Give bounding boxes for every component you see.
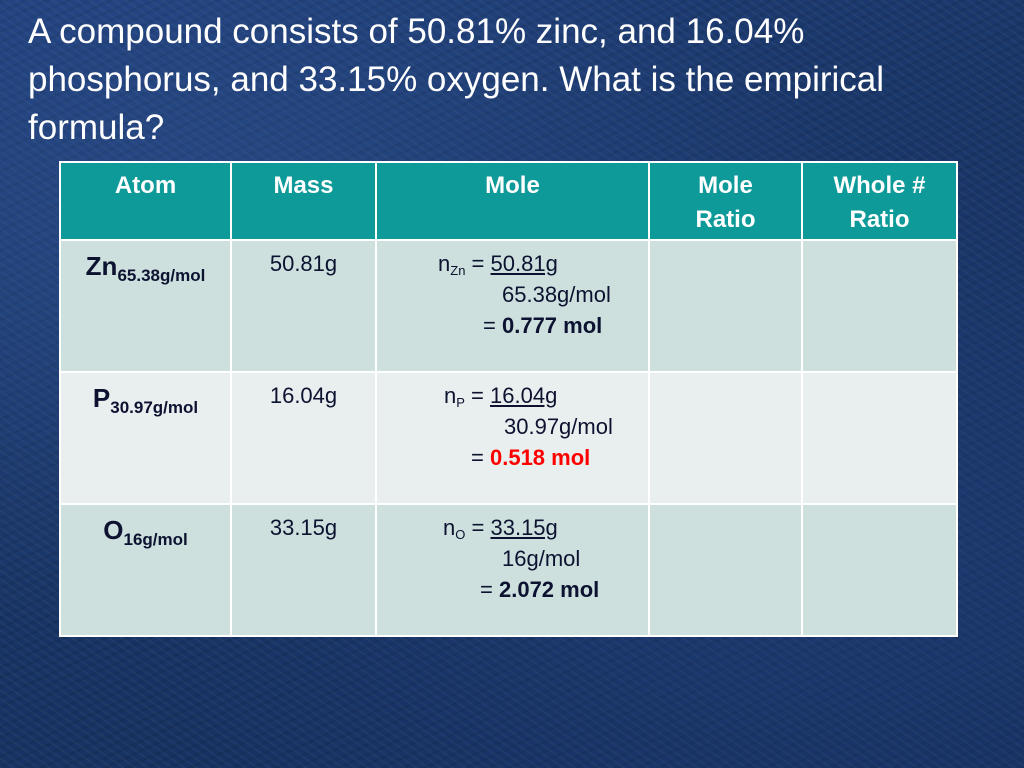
mass-cell: 33.15g [230,503,377,637]
header-mass: Mass [230,161,377,241]
table-row-phosphorus: P30.97g/mol 16.04g nP = 16.04g 30.97g/mo… [59,371,958,505]
mole-ratio-cell [648,239,803,373]
denominator: 65.38g/mol [502,282,611,307]
element-symbol: Zn [85,251,118,281]
atom-cell: Zn65.38g/mol [59,239,232,373]
mole-equation: nZn = 50.81g [438,251,558,278]
slide-title: A compound consists of 50.81% zinc, and … [28,12,885,147]
numerator: 33.15g [490,515,558,540]
header-mole-ratio: Mole Ratio [648,161,803,241]
element-symbol: O [103,515,124,545]
empirical-formula-table: Atom Mass Mole Mole Ratio Whole # Ratio Zn… [59,161,958,637]
numerator: 16.04g [490,383,558,408]
atom-cell: P30.97g/mol [59,371,232,505]
molar-mass: 16g/mol [123,530,188,549]
element-symbol: P [92,383,111,413]
mole-result: = 0.777 mol [483,313,603,338]
mole-result: = 0.518 mol [471,445,591,470]
mole-cell: nP = 16.04g 30.97g/mol = 0.518 mol [375,371,650,505]
atom-cell: O16g/mol [59,503,232,637]
header-mole: Mole [375,161,650,241]
mass-cell: 16.04g [230,371,377,505]
denominator: 16g/mol [502,546,581,571]
mole-cell: nO = 33.15g 16g/mol = 2.072 mol [375,503,650,637]
mole-equation: nP = 16.04g [444,383,558,410]
whole-ratio-cell [801,371,958,505]
header-row: Atom Mass Mole Mole Ratio Whole # Ratio [59,161,958,241]
mole-ratio-cell [648,371,803,505]
mole-equation: nO = 33.15g [443,515,558,542]
header-atom: Atom [59,161,232,241]
highlighted-result: 0.518 mol [489,445,591,470]
whole-ratio-cell [801,239,958,373]
mole-result: = 2.072 mol [480,577,600,602]
whole-ratio-cell [801,503,958,637]
numerator: 50.81g [490,251,558,276]
mole-ratio-cell [648,503,803,637]
denominator: 30.97g/mol [504,414,613,439]
molar-mass: 30.97g/mol [110,398,199,417]
mass-cell: 50.81g [230,239,377,373]
table-row-oxygen: O16g/mol 33.15g nO = 33.15g 16g/mol = 2.… [59,503,958,637]
header-whole-ratio: Whole # Ratio [801,161,958,241]
molar-mass: 65.38g/mol [117,266,206,285]
table-row-zinc: Zn65.38g/mol 50.81g nZn = 50.81g 65.38g/… [59,239,958,373]
mole-cell: nZn = 50.81g 65.38g/mol = 0.777 mol [375,239,650,373]
